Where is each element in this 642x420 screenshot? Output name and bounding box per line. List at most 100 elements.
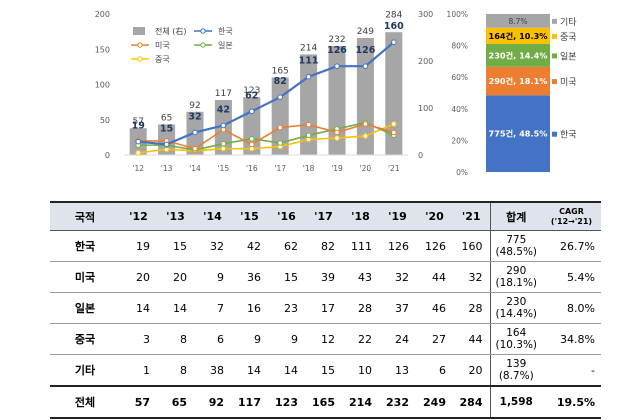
x-tick-label: '12 — [132, 164, 144, 173]
series-point — [277, 140, 284, 146]
header-year: '20 — [416, 201, 453, 231]
value-cell: 65 — [157, 385, 194, 419]
combo-chart: 0 50 100 150 200 0 100 200 300 57 65 92 117 123 165 214… — [95, 10, 434, 173]
series-point — [362, 63, 369, 69]
total-value: 290 — [506, 265, 527, 277]
left-axis-tick-label: 100 — [95, 81, 110, 90]
segment-legend-swatch — [552, 18, 557, 24]
segment-legend-swatch — [552, 53, 557, 59]
series-point — [334, 63, 340, 69]
value-cell: 9 — [194, 261, 231, 293]
segment-legend-label: 일본 — [560, 51, 577, 62]
legend-label: 중국 — [155, 55, 170, 64]
header-year: '15 — [231, 201, 268, 231]
stack-segment — [486, 66, 550, 96]
value-cell: 15 — [268, 261, 305, 293]
value-cell: 232 — [379, 385, 416, 419]
share-stacked-bar-chart: 0% 20% 40% 60% 80% 100% 775건, 48.5% 한국 290건, 18.… — [447, 10, 578, 177]
value-cell: 6 — [416, 354, 453, 387]
country-cell: 미국 — [50, 261, 120, 293]
value-cell: 14 — [231, 354, 268, 387]
bar-data-label: 249 — [357, 27, 374, 37]
x-tick-label: '14 — [189, 164, 201, 173]
value-cell: 22 — [342, 323, 379, 355]
cagr-cell: 8.0% — [542, 292, 601, 324]
value-cell: 24 — [379, 323, 416, 355]
y-tick-label: 100% — [447, 10, 468, 19]
series-point — [249, 108, 255, 115]
total-cell: 164 (10.3%) — [489, 323, 542, 355]
value-cell: 32 — [194, 230, 231, 262]
bar-data-label: 117 — [215, 89, 232, 99]
left-axis-tick-label: 200 — [95, 10, 110, 19]
country-cell: 전체 — [50, 385, 120, 419]
total-value: 139 — [506, 358, 527, 370]
total-value: 164 — [506, 327, 527, 339]
korea-data-label: 62 — [245, 90, 258, 101]
value-cell: 111 — [342, 230, 379, 262]
table-row: 한국 19 15 32 42 62 82 111 126 126 160 775 (48.5%) 26.7… — [50, 230, 601, 262]
segment-legend-swatch — [552, 79, 557, 85]
value-cell: 160 — [453, 230, 490, 262]
series-line — [138, 41, 395, 146]
korea-data-label: 160 — [384, 21, 404, 32]
value-cell: 123 — [268, 385, 305, 419]
series-point — [334, 129, 340, 136]
header-cagr: CAGR ('12→'21) — [542, 201, 601, 231]
value-cell: 57 — [120, 385, 157, 419]
table-header-row: 국적 '12 '13 '14 '15 '16 '17 '18 '19 '20 '… — [50, 201, 601, 231]
series-point — [192, 145, 198, 152]
value-cell: 117 — [231, 385, 268, 419]
y-tick-label: 0% — [456, 168, 468, 177]
series-point — [192, 129, 198, 136]
value-cell: 23 — [268, 292, 305, 324]
total-share: (8.7%) — [498, 370, 534, 382]
legend-swatch — [200, 42, 206, 48]
value-cell: 15 — [305, 354, 342, 387]
series-point — [249, 135, 255, 142]
value-cell: 17 — [305, 292, 342, 324]
value-cell: 10 — [342, 354, 379, 387]
series-point — [220, 145, 227, 152]
value-cell: 44 — [416, 261, 453, 293]
series-point — [391, 121, 397, 127]
series-point — [163, 141, 170, 148]
bar-data-label: 123 — [243, 86, 260, 96]
korea-data-label: 126 — [355, 45, 375, 56]
value-cell: 249 — [416, 385, 453, 419]
left-axis-tick-label: 50 — [100, 116, 110, 125]
value-cell: 38 — [194, 354, 231, 387]
cagr-cell: 5.4% — [542, 261, 601, 293]
value-cell: 62 — [268, 230, 305, 262]
value-cell: 126 — [379, 230, 416, 262]
y-tick-label: 40% — [451, 105, 468, 114]
value-cell: 165 — [305, 385, 342, 419]
value-cell: 28 — [453, 292, 490, 324]
value-cell: 92 — [194, 385, 231, 419]
segment-data-label: 8.7% — [508, 17, 527, 26]
right-axis-tick-label: 0 — [418, 151, 423, 160]
bar-data-label: 284 — [385, 11, 402, 21]
value-cell: 19 — [120, 230, 157, 262]
total-value: 230 — [506, 296, 527, 308]
x-tick-label: '16 — [246, 164, 258, 173]
stack-segment — [486, 14, 550, 28]
segment-legend-swatch — [552, 131, 557, 137]
value-cell: 9 — [231, 323, 268, 355]
legend-label: 한국 — [218, 27, 233, 36]
table-row: 기타 1 8 38 14 14 15 10 13 6 20 139 (8.7%) - — [50, 354, 601, 387]
value-cell: 20 — [453, 354, 490, 387]
header-year: '19 — [379, 201, 416, 231]
series-point — [135, 150, 141, 156]
bar-data-label: 165 — [272, 66, 289, 76]
header-year: '14 — [194, 201, 231, 231]
country-cell: 기타 — [50, 354, 120, 387]
total-value: 1,598 — [499, 396, 533, 408]
stack-segment — [486, 95, 550, 172]
cagr-cell: 26.7% — [542, 230, 601, 262]
total-cell: 230 (14.4%) — [489, 292, 542, 324]
total-value: 775 — [506, 234, 527, 246]
segment-data-label: 775건, 48.5% — [489, 129, 548, 139]
legend-swatch — [137, 42, 143, 48]
value-cell: 14 — [268, 354, 305, 387]
